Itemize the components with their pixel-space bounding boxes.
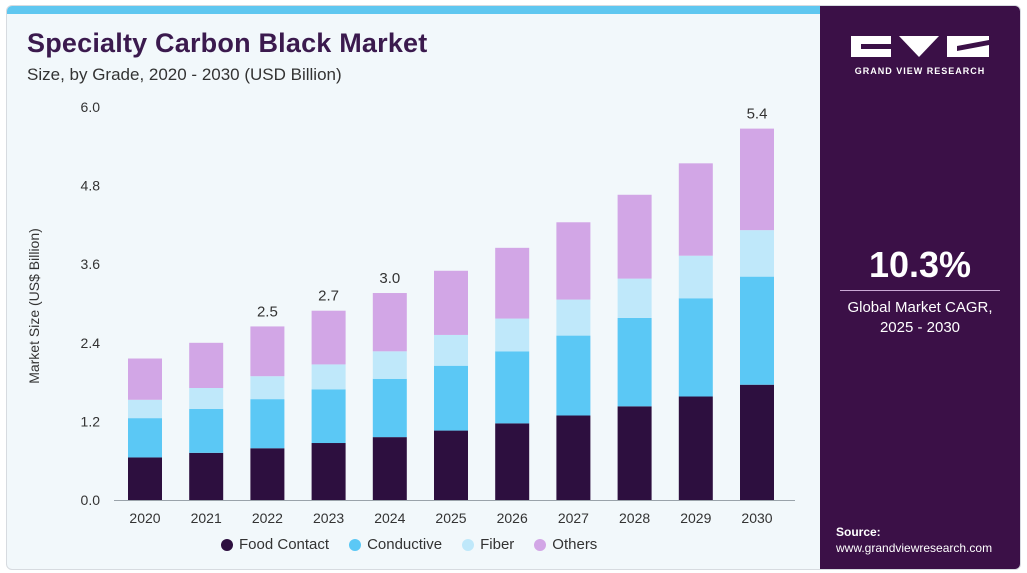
bar-others-2021 xyxy=(189,342,224,388)
bar-conductive-2024 xyxy=(372,378,407,438)
chart-title: Specialty Carbon Black Market xyxy=(27,28,428,58)
bar-fiber-2022 xyxy=(250,376,285,400)
source-note: Source: www.grandviewresearch.com xyxy=(836,524,992,556)
bar-fiber-2024 xyxy=(372,351,407,379)
cagr-divider xyxy=(840,290,1000,291)
x-tick-label-2022: 2022 xyxy=(252,510,283,526)
brand-name: GRAND VIEW RESEARCH xyxy=(854,66,986,76)
chart-legend: Food Contact Conductive Fiber Others xyxy=(221,536,597,553)
x-tick-label-2030: 2030 xyxy=(741,510,772,526)
bar-fiber-2025 xyxy=(434,334,468,366)
data-label-2023: 2.7 xyxy=(318,288,339,305)
x-tick-label-2023: 2023 xyxy=(313,510,344,526)
x-tick-label-2029: 2029 xyxy=(680,510,711,526)
bar-others-2027 xyxy=(556,222,591,300)
bar-food-contact-2025 xyxy=(434,430,468,500)
cagr-label: Global Market CAGR, 2025 - 2030 xyxy=(820,298,1020,338)
summary-sidebar: GRAND VIEW RESEARCH 10.3% Global Market … xyxy=(820,6,1020,569)
bar-fiber-2023 xyxy=(311,364,346,390)
bar-others-2029 xyxy=(678,163,713,256)
legend-swatch-others xyxy=(534,538,547,551)
bar-conductive-2020 xyxy=(128,418,162,458)
legend-label-fiber: Fiber xyxy=(480,536,515,553)
legend-label-conductive: Conductive xyxy=(367,536,443,553)
x-tick-label-2025: 2025 xyxy=(435,510,466,526)
y-tick-label: 1.2 xyxy=(81,413,101,429)
bar-conductive-2022 xyxy=(250,399,285,449)
bar-others-2028 xyxy=(617,194,652,279)
source-url[interactable]: www.grandviewresearch.com xyxy=(836,541,993,555)
chart-subtitle: Size, by Grade, 2020 - 2030 (USD Billion… xyxy=(27,65,342,84)
bar-food-contact-2029 xyxy=(678,396,713,500)
bar-food-contact-2027 xyxy=(556,415,591,500)
x-tick-label-2027: 2027 xyxy=(558,510,589,526)
legend-label-others: Others xyxy=(552,536,598,553)
bar-fiber-2028 xyxy=(617,278,652,318)
legend-item-conductive: Conductive xyxy=(349,536,442,553)
bar-fiber-2027 xyxy=(556,299,591,336)
bar-conductive-2025 xyxy=(434,365,468,431)
bar-fiber-2021 xyxy=(189,387,224,409)
y-tick-label: 2.4 xyxy=(81,335,101,351)
bar-others-2022 xyxy=(250,326,285,377)
x-tick-label-2028: 2028 xyxy=(619,510,650,526)
bar-food-contact-2026 xyxy=(495,423,530,500)
grand-view-research-logo xyxy=(851,36,989,57)
data-label-2022: 2.5 xyxy=(257,303,278,320)
bar-conductive-2021 xyxy=(189,408,224,453)
source-title: Source: xyxy=(836,525,881,539)
x-tick-label-2021: 2021 xyxy=(191,510,222,526)
bar-others-2020 xyxy=(128,358,162,400)
y-tick-label: 3.6 xyxy=(81,256,101,272)
accent-bar xyxy=(7,6,820,14)
bar-conductive-2027 xyxy=(556,335,591,416)
bar-others-2025 xyxy=(434,270,468,335)
bar-fiber-2029 xyxy=(678,255,713,299)
legend-item-fiber: Fiber xyxy=(462,536,514,553)
bar-food-contact-2021 xyxy=(189,452,224,500)
bar-fiber-2020 xyxy=(128,399,162,419)
bar-others-2024 xyxy=(372,293,407,352)
x-tick-label-2020: 2020 xyxy=(129,510,160,526)
y-tick-label: 4.8 xyxy=(81,178,101,194)
legend-swatch-conductive xyxy=(349,538,362,551)
cagr-label-line2: 2025 - 2030 xyxy=(879,319,961,336)
cagr-value: 10.3% xyxy=(868,244,972,285)
legend-item-others: Others xyxy=(534,536,597,553)
x-tick-label-2024: 2024 xyxy=(374,510,405,526)
legend-swatch-food-contact xyxy=(221,538,233,551)
bar-others-2023 xyxy=(311,310,346,365)
bar-others-2026 xyxy=(495,247,530,319)
bar-fiber-2030 xyxy=(740,230,774,277)
bar-conductive-2023 xyxy=(311,389,346,444)
infographic-frame: Specialty Carbon Black Market Size, by G… xyxy=(6,5,1021,570)
y-tick-label: 0.0 xyxy=(81,492,101,508)
legend-label-food-contact: Food Contact xyxy=(239,536,330,553)
bar-food-contact-2023 xyxy=(311,443,346,500)
bar-food-contact-2024 xyxy=(372,437,407,500)
bar-fiber-2026 xyxy=(495,318,530,352)
bar-conductive-2030 xyxy=(740,276,774,385)
data-label-2030: 5.4 xyxy=(747,106,768,123)
bar-others-2030 xyxy=(740,128,774,231)
bar-conductive-2029 xyxy=(678,298,713,397)
bar-food-contact-2028 xyxy=(617,406,652,500)
bar-food-contact-2020 xyxy=(128,457,162,500)
bar-food-contact-2022 xyxy=(250,448,285,500)
stacked-bar-chart: 0.0 1.2 2.4 3.6 4.8 6.0 2020 2021 2022 2023 2024 20… xyxy=(81,99,795,526)
bar-conductive-2028 xyxy=(617,317,652,407)
x-tick-label-2026: 2026 xyxy=(497,510,528,526)
data-label-2024: 3.0 xyxy=(379,270,400,287)
legend-swatch-fiber xyxy=(462,538,475,551)
bar-food-contact-2030 xyxy=(740,384,774,500)
bar-conductive-2026 xyxy=(495,351,530,424)
y-tick-label: 6.0 xyxy=(81,99,101,115)
legend-item-food-contact: Food Contact xyxy=(221,536,329,553)
cagr-label-line1: Global Market CAGR, xyxy=(847,299,993,316)
